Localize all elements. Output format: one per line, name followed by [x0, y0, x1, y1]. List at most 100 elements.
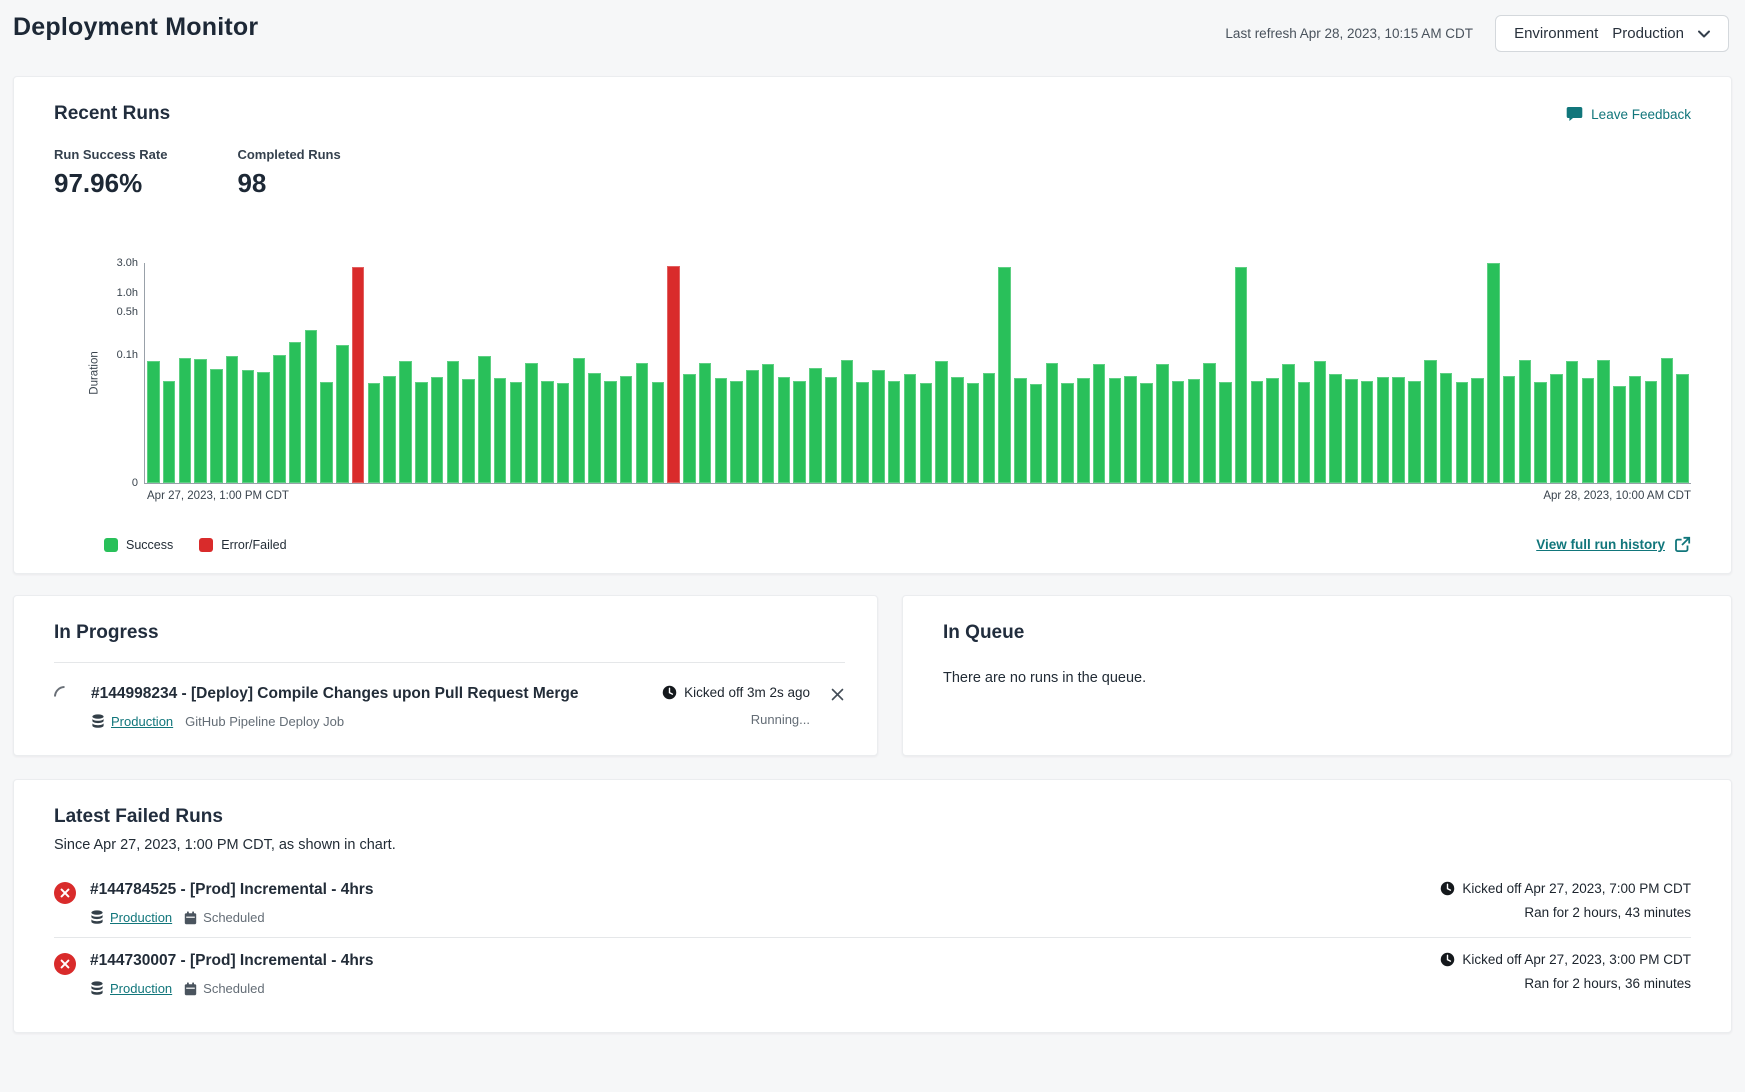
run-bar-success[interactable] [1124, 375, 1137, 483]
run-bar-success[interactable] [1392, 376, 1405, 483]
run-bar-success[interactable] [320, 381, 333, 483]
leave-feedback-button[interactable]: Leave Feedback [1566, 106, 1691, 122]
run-bar-success[interactable] [194, 358, 207, 483]
run-bar-success[interactable] [1408, 380, 1421, 483]
run-bar-success[interactable] [1376, 376, 1390, 483]
run-bar-success[interactable] [1534, 381, 1547, 483]
run-bar-success[interactable] [1487, 263, 1500, 483]
run-bar-success[interactable] [446, 361, 460, 483]
run-bar-success[interactable] [462, 379, 475, 483]
run-bar-success[interactable] [1219, 381, 1232, 483]
run-bar-success[interactable] [1660, 357, 1673, 483]
run-bar-success[interactable] [903, 374, 917, 483]
run-bar-success[interactable] [541, 380, 554, 483]
run-bar-success[interactable] [1297, 381, 1311, 483]
run-bar-success[interactable] [1613, 385, 1626, 483]
run-bar-success[interactable] [1597, 360, 1610, 483]
environment-link[interactable]: Production [90, 981, 172, 996]
run-bar-success[interactable] [178, 357, 192, 483]
run-bar-success[interactable] [872, 370, 885, 483]
run-bar-success[interactable] [619, 375, 633, 483]
run-bar-failed[interactable] [351, 267, 365, 483]
close-icon[interactable] [830, 687, 845, 707]
run-bar-success[interactable] [1424, 360, 1437, 483]
run-bar-success[interactable] [1581, 378, 1595, 483]
run-bar-success[interactable] [683, 374, 696, 483]
run-bar-success[interactable] [1345, 379, 1358, 483]
run-bar-success[interactable] [1077, 378, 1090, 483]
environment-link[interactable]: Production [90, 910, 172, 925]
run-bar-success[interactable] [1439, 372, 1453, 483]
run-bar-success[interactable] [998, 267, 1011, 483]
run-bar-success[interactable] [288, 342, 302, 483]
run-bar-success[interactable] [1250, 380, 1264, 483]
run-bar-success[interactable] [809, 367, 822, 483]
run-bar-success[interactable] [935, 361, 948, 483]
run-bar-success[interactable] [824, 376, 838, 483]
run-bar-success[interactable] [572, 357, 586, 483]
run-bar-success[interactable] [1455, 381, 1469, 483]
run-bar-success[interactable] [1156, 364, 1169, 483]
run-bar-success[interactable] [730, 380, 743, 483]
run-bar-success[interactable] [509, 381, 523, 483]
run-bar-success[interactable] [1644, 380, 1658, 483]
run-bar-success[interactable] [383, 375, 396, 483]
run-bar-success[interactable] [966, 383, 980, 483]
run-bar-success[interactable] [1550, 374, 1563, 483]
run-bar-success[interactable] [951, 376, 964, 483]
run-bar-success[interactable] [714, 378, 728, 483]
run-bar-success[interactable] [430, 376, 444, 483]
run-bar-success[interactable] [556, 383, 570, 483]
run-bar-success[interactable] [887, 380, 901, 483]
environment-link[interactable]: Production [91, 714, 173, 729]
run-bar-success[interactable] [840, 360, 854, 483]
run-bar-success[interactable] [478, 356, 491, 483]
run-bar-success[interactable] [982, 372, 996, 483]
run-bar-success[interactable] [1014, 378, 1027, 483]
run-bar-success[interactable] [1108, 378, 1122, 483]
run-bar-success[interactable] [1502, 375, 1516, 483]
run-bar-success[interactable] [919, 383, 933, 483]
run-bar-failed[interactable] [667, 266, 680, 483]
run-bar-success[interactable] [1234, 267, 1248, 483]
view-full-run-history-link[interactable]: View full run history [1536, 536, 1691, 553]
run-bar-success[interactable] [147, 361, 160, 483]
run-bar-success[interactable] [399, 361, 412, 483]
run-bar-success[interactable] [746, 370, 759, 483]
run-bar-success[interactable] [367, 383, 381, 483]
run-bar-success[interactable] [1187, 379, 1201, 483]
run-bar-success[interactable] [777, 376, 791, 483]
run-bar-success[interactable] [1676, 374, 1689, 483]
run-bar-success[interactable] [1282, 364, 1295, 483]
run-bar-success[interactable] [793, 380, 806, 483]
run-bar-success[interactable] [336, 345, 349, 483]
run-bar-success[interactable] [1061, 383, 1074, 483]
run-bar-success[interactable] [856, 381, 869, 483]
run-bar-success[interactable] [604, 380, 617, 483]
run-bar-success[interactable] [493, 378, 507, 483]
run-bar-success[interactable] [1628, 375, 1642, 483]
run-bar-success[interactable] [525, 362, 538, 483]
run-bar-success[interactable] [635, 362, 649, 483]
run-bar-success[interactable] [588, 372, 601, 483]
run-bar-success[interactable] [1313, 361, 1327, 483]
run-bar-success[interactable] [241, 370, 255, 483]
run-bar-success[interactable] [273, 355, 286, 483]
run-bar-success[interactable] [1565, 361, 1579, 483]
run-bar-success[interactable] [1329, 374, 1342, 483]
run-bar-success[interactable] [162, 380, 176, 483]
run-bar-success[interactable] [1203, 362, 1216, 483]
run-bar-success[interactable] [1471, 378, 1484, 483]
run-bar-success[interactable] [415, 381, 428, 483]
run-bar-success[interactable] [304, 330, 318, 483]
environment-dropdown[interactable]: Environment Production [1495, 15, 1729, 52]
run-bar-success[interactable] [651, 381, 664, 483]
run-bar-success[interactable] [1029, 384, 1043, 483]
run-bar-success[interactable] [1360, 380, 1374, 483]
run-bar-success[interactable] [761, 364, 775, 483]
run-bar-success[interactable] [1092, 364, 1106, 483]
run-bar-success[interactable] [698, 362, 712, 483]
run-bar-success[interactable] [210, 369, 223, 483]
run-bar-success[interactable] [1171, 380, 1185, 483]
run-bar-success[interactable] [1266, 378, 1279, 483]
